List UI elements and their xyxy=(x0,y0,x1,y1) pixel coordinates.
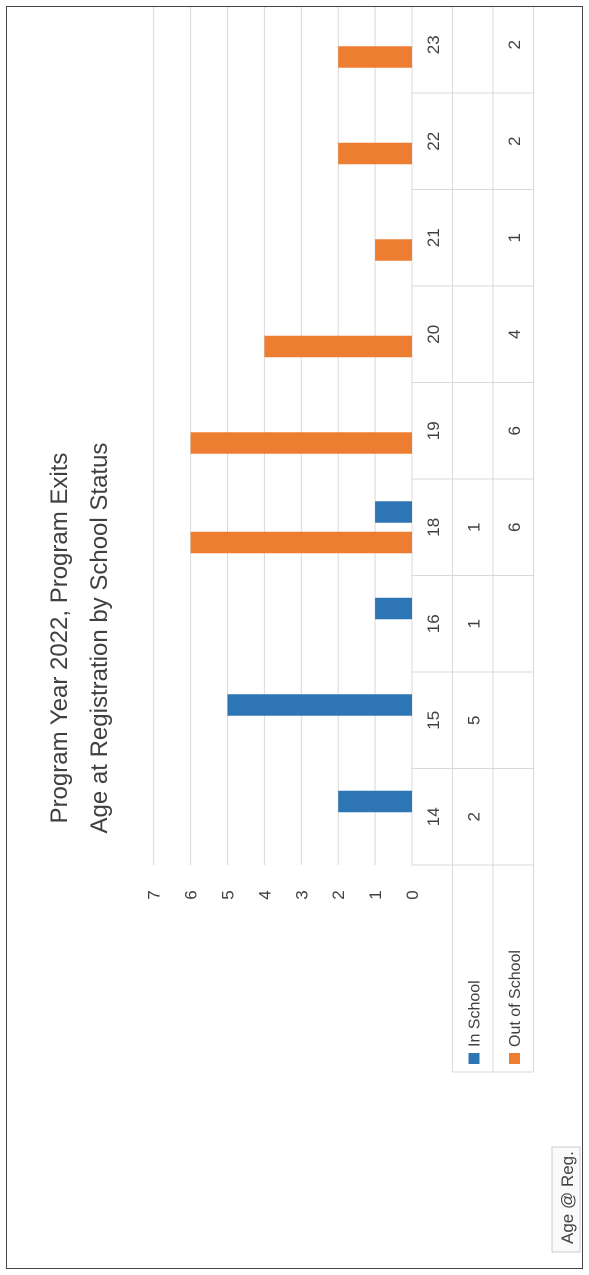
table-value-1-4: 6 xyxy=(505,426,524,435)
table-value-0-1: 5 xyxy=(465,716,484,725)
bar-out-of-school-20 xyxy=(264,335,412,358)
bar-in-school-18 xyxy=(375,501,413,523)
x-category-label-18: 18 xyxy=(424,518,443,537)
bar-out-of-school-19 xyxy=(190,432,412,454)
bar-out-of-school-18 xyxy=(190,531,412,554)
axis-field-button xyxy=(551,1146,581,1253)
x-category-label-20: 20 xyxy=(424,325,443,344)
y-tick-label-2: 2 xyxy=(329,890,348,899)
table-key-1 xyxy=(509,1053,520,1064)
bar-out-of-school-21 xyxy=(375,239,413,261)
table-series-label-0: In School xyxy=(467,980,484,1047)
x-category-label-16: 16 xyxy=(424,614,443,633)
bar-out-of-school-22 xyxy=(338,142,413,165)
axis-field-label: Age @ Reg. xyxy=(558,1151,577,1244)
x-category-label-23: 23 xyxy=(424,35,443,54)
bar-in-school-14 xyxy=(338,790,413,813)
x-category-label-15: 15 xyxy=(424,711,443,730)
table-value-1-6: 1 xyxy=(505,233,524,242)
y-tick-label-1: 1 xyxy=(366,890,385,899)
y-tick-label-0: 0 xyxy=(403,890,422,899)
x-category-label-21: 21 xyxy=(424,228,443,247)
chart-subtitle: Age at Registration by School Status xyxy=(86,443,113,834)
table-value-1-3: 6 xyxy=(505,523,524,532)
x-category-label-22: 22 xyxy=(424,132,443,151)
y-tick-label-3: 3 xyxy=(292,890,311,899)
exits-chart: Program Year 2022, Program Exits Age at R… xyxy=(46,7,581,1253)
bar-in-school-16 xyxy=(375,597,413,620)
y-tick-label-5: 5 xyxy=(219,890,238,899)
table-key-0 xyxy=(468,1053,480,1064)
y-tick-label-7: 7 xyxy=(145,890,164,899)
table-value-1-5: 4 xyxy=(505,330,524,339)
table-value-1-7: 2 xyxy=(505,137,524,146)
table-value-1-8: 2 xyxy=(505,40,524,49)
y-tick-label-6: 6 xyxy=(182,890,201,899)
table-series-label-1: Out of School xyxy=(507,950,524,1047)
x-category-label-19: 19 xyxy=(424,421,443,440)
table-value-0-0: 2 xyxy=(465,812,484,821)
chart-frame: Program Year 2022, Program Exits Age at R… xyxy=(6,6,583,1269)
bar-in-school-15 xyxy=(227,694,412,716)
x-category-label-14: 14 xyxy=(424,807,443,826)
chart-title: Program Year 2022, Program Exits xyxy=(46,453,73,824)
y-tick-label-4: 4 xyxy=(255,890,274,899)
table-value-0-3: 1 xyxy=(465,523,484,532)
table-value-0-2: 1 xyxy=(465,619,484,628)
bar-out-of-school-23 xyxy=(338,46,413,68)
